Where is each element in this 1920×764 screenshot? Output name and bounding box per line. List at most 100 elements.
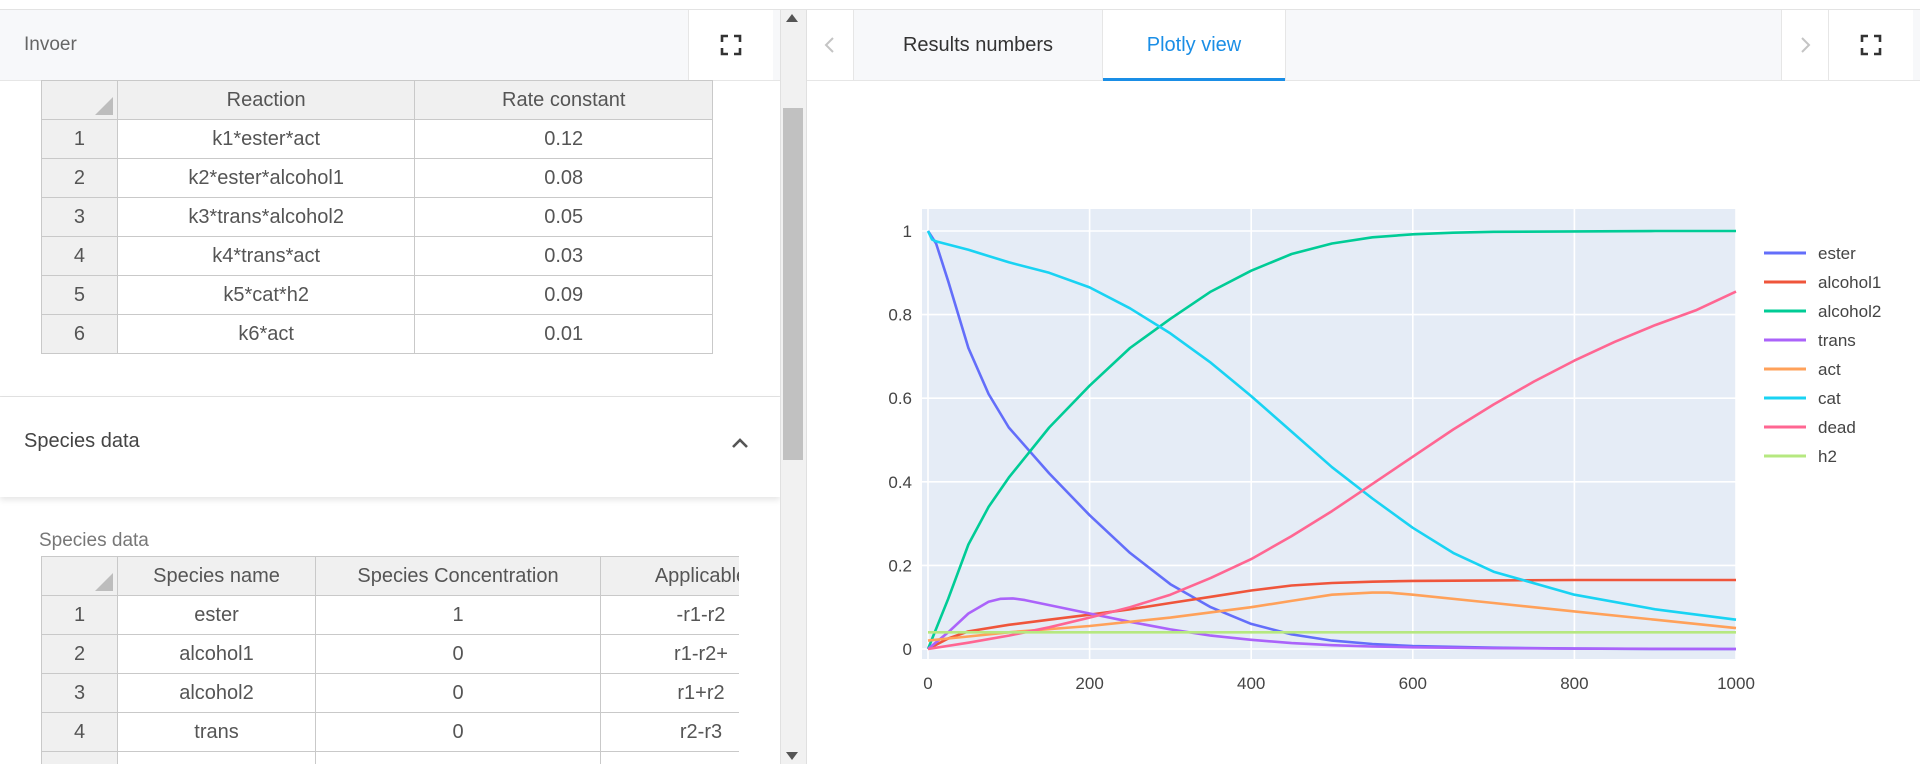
tab-scroll-right-button[interactable] <box>1781 10 1829 80</box>
row-index[interactable]: 2 <box>41 634 118 674</box>
reaction-cell[interactable]: k5*cat*h2 <box>116 275 416 315</box>
fullscreen-icon <box>1860 34 1882 56</box>
select-all-corner[interactable] <box>41 80 118 120</box>
species-section-header[interactable]: Species data <box>0 397 780 497</box>
table-row: 3 alcohol2 0 r1+r2 <box>41 673 739 713</box>
rate-cell[interactable]: 0.05 <box>414 197 713 237</box>
rate-cell[interactable]: 0.09 <box>414 275 713 315</box>
row-index[interactable]: 5 <box>41 275 118 315</box>
concentration-cell[interactable]: 0 <box>315 673 601 713</box>
reaction-cell[interactable]: k3*trans*alcohol2 <box>116 197 416 237</box>
concentration-cell[interactable]: 0 <box>315 712 601 752</box>
results-panel: Results numbers Plotly view 0 0.2 0.4 0.6 0.… <box>806 10 1920 764</box>
applicable-cell[interactable] <box>600 751 739 764</box>
table-header-row: Species name Species Concentration Appli… <box>41 556 739 596</box>
corner-triangle-icon <box>94 97 113 115</box>
chevron-up-icon[interactable] <box>728 431 752 455</box>
rate-cell[interactable]: 0.01 <box>414 314 713 354</box>
tab-bar: Results numbers Plotly view <box>807 10 1920 81</box>
table-row: 4 trans 0 r2-r3 <box>41 712 739 752</box>
table-row: 2 k2*ester*alcohol1 0.08 <box>41 158 713 198</box>
series-line-alcohol2[interactable] <box>926 229 1736 650</box>
table-row: 3 k3*trans*alcohol2 0.05 <box>41 197 713 237</box>
tab-results-numbers[interactable]: Results numbers <box>854 10 1103 80</box>
legend-label: alcohol1 <box>1818 273 1881 292</box>
y-tick-label: 0.4 <box>888 473 912 492</box>
row-index[interactable]: 1 <box>41 119 118 159</box>
section-divider <box>0 396 780 397</box>
reaction-cell[interactable]: k4*trans*act <box>116 236 416 276</box>
species-name-cell[interactable]: trans <box>117 712 316 752</box>
tab-plotly-view[interactable]: Plotly view <box>1103 10 1286 81</box>
tab-scroll-left-button[interactable] <box>807 10 854 80</box>
legend-label: dead <box>1818 418 1856 437</box>
applicable-cell[interactable]: r2-r3 <box>600 712 739 752</box>
concentration-cell[interactable]: 1 <box>315 595 601 635</box>
y-tick-label: 0.6 <box>888 389 912 408</box>
column-header-species-name[interactable]: Species name <box>117 556 316 596</box>
applicable-cell[interactable]: -r1-r2 <box>600 595 739 635</box>
legend-item-act[interactable]: act <box>1764 360 1841 379</box>
species-name-cell[interactable]: alcohol1 <box>117 634 316 674</box>
x-tick-label: 1000 <box>1717 674 1755 693</box>
legend-item-trans[interactable]: trans <box>1764 331 1856 350</box>
legend-item-alcohol2[interactable]: alcohol2 <box>1764 302 1881 321</box>
row-index[interactable]: 6 <box>41 314 118 354</box>
column-header-rate-constant[interactable]: Rate constant <box>414 80 713 120</box>
column-header-reaction[interactable]: Reaction <box>116 80 416 120</box>
series-line-cat[interactable] <box>926 230 1737 621</box>
tick-labels: 0 0.2 0.4 0.6 0.8 1 0 200 400 600 800 1000 <box>888 222 1755 693</box>
column-header-applicable[interactable]: Applicable <box>600 556 739 596</box>
row-index[interactable]: 3 <box>41 673 118 713</box>
expand-button[interactable] <box>688 10 773 80</box>
x-tick-label: 400 <box>1237 674 1265 693</box>
scroll-up-icon[interactable] <box>786 14 798 22</box>
row-index[interactable] <box>41 751 118 764</box>
species-table: Species name Species Concentration Appli… <box>41 556 739 764</box>
reaction-cell[interactable]: k1*ester*act <box>116 119 416 159</box>
rate-cell[interactable]: 0.12 <box>414 119 713 159</box>
legend-item-dead[interactable]: dead <box>1764 418 1856 437</box>
column-header-species-concentration[interactable]: Species Concentration <box>315 556 601 596</box>
concentration-cell[interactable] <box>315 751 601 764</box>
x-tick-label: 600 <box>1399 674 1427 693</box>
series-line-trans[interactable] <box>927 597 1737 651</box>
legend-item-ester[interactable]: ester <box>1764 244 1856 263</box>
scroll-down-icon[interactable] <box>786 752 798 760</box>
rate-cell[interactable]: 0.08 <box>414 158 713 198</box>
input-panel: Invoer Reaction Rate constant 1 k1*ester… <box>0 10 780 764</box>
y-tick-label: 0.8 <box>888 306 912 325</box>
series-line-alcohol1[interactable] <box>927 578 1736 651</box>
species-name-cell[interactable]: alcohol2 <box>117 673 316 713</box>
scrollbar-thumb[interactable] <box>783 108 803 460</box>
x-tick-label: 0 <box>923 674 932 693</box>
fullscreen-icon <box>720 34 742 56</box>
row-index[interactable]: 3 <box>41 197 118 237</box>
legend-label: alcohol2 <box>1818 302 1881 321</box>
rate-cell[interactable]: 0.03 <box>414 236 713 276</box>
row-index[interactable]: 2 <box>41 158 118 198</box>
legend-item-alcohol1[interactable]: alcohol1 <box>1764 273 1881 292</box>
table-row <box>41 751 739 764</box>
row-index[interactable]: 4 <box>41 712 118 752</box>
row-index[interactable]: 1 <box>41 595 118 635</box>
plotly-chart[interactable]: 0 0.2 0.4 0.6 0.8 1 0 200 400 600 800 1000 ester alc… <box>807 10 1920 764</box>
expand-button[interactable] <box>1829 10 1913 80</box>
table-row: 6 k6*act 0.01 <box>41 314 713 354</box>
reaction-cell[interactable]: k2*ester*alcohol1 <box>116 158 416 198</box>
legend[interactable]: ester alcohol1 alcohol2 trans act cat dead h2 <box>1764 244 1881 466</box>
select-all-corner[interactable] <box>41 556 118 596</box>
concentration-cell[interactable]: 0 <box>315 634 601 674</box>
applicable-cell[interactable]: r1-r2+ <box>600 634 739 674</box>
species-name-cell[interactable]: ester <box>117 595 316 635</box>
row-index[interactable]: 4 <box>41 236 118 276</box>
legend-item-h2[interactable]: h2 <box>1764 447 1837 466</box>
species-name-cell[interactable] <box>117 751 316 764</box>
legend-item-cat[interactable]: cat <box>1764 389 1841 408</box>
applicable-cell[interactable]: r1+r2 <box>600 673 739 713</box>
series-lines <box>926 229 1737 651</box>
reaction-cell[interactable]: k6*act <box>116 314 416 354</box>
x-tick-label: 800 <box>1560 674 1588 693</box>
series-line-dead[interactable] <box>927 290 1737 651</box>
series-line-act[interactable] <box>927 591 1737 642</box>
